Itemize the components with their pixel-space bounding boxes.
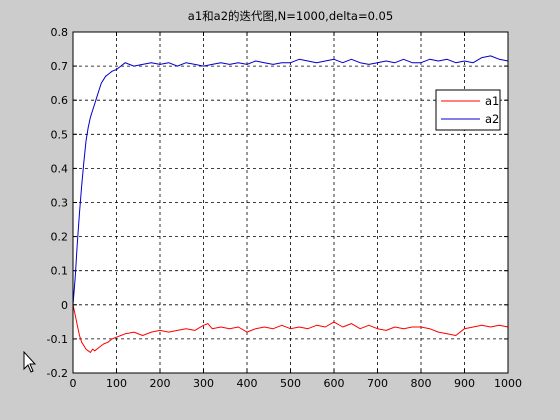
series-line-a2 xyxy=(72,55,509,305)
y-tick-label: 0.3 xyxy=(51,197,69,210)
y-tick-label: 0.2 xyxy=(51,231,69,244)
legend-box xyxy=(435,89,501,131)
y-tick-label: 0.7 xyxy=(51,60,69,73)
y-tick-label: 0.5 xyxy=(51,128,69,141)
y-tick-label: 0.6 xyxy=(51,94,69,107)
legend-label-a2: a2 xyxy=(485,112,499,126)
series-line-a1 xyxy=(72,304,509,353)
y-tick-label: 0.8 xyxy=(51,26,69,39)
mouse-cursor-icon xyxy=(23,350,37,373)
x-tick-label: 200 xyxy=(150,377,171,390)
x-tick-label: 700 xyxy=(367,377,388,390)
chart-title: a1和a2的迭代图,N=1000,delta=0.05 xyxy=(188,9,393,23)
x-tick-label: 500 xyxy=(280,377,301,390)
y-tick-label: -0.1 xyxy=(47,333,68,346)
x-tick-label: 0 xyxy=(70,377,77,390)
grid-lines xyxy=(73,32,508,373)
x-tick-label: 100 xyxy=(106,377,127,390)
series-layer xyxy=(72,55,509,353)
y-tick-label: 0 xyxy=(61,299,68,312)
y-tick-label: 0.1 xyxy=(51,265,69,278)
plot-border xyxy=(72,31,509,374)
x-tick-label: 400 xyxy=(237,377,258,390)
x-tick-label: 900 xyxy=(454,377,475,390)
x-tick-label: 1000 xyxy=(494,377,522,390)
x-tick-label: 800 xyxy=(411,377,432,390)
y-tick-label: 0.4 xyxy=(51,162,69,175)
y-tick-label: -0.2 xyxy=(47,367,68,380)
legend-label-a1: a1 xyxy=(485,94,499,108)
x-tick-label: 300 xyxy=(193,377,214,390)
x-tick-label: 600 xyxy=(324,377,345,390)
